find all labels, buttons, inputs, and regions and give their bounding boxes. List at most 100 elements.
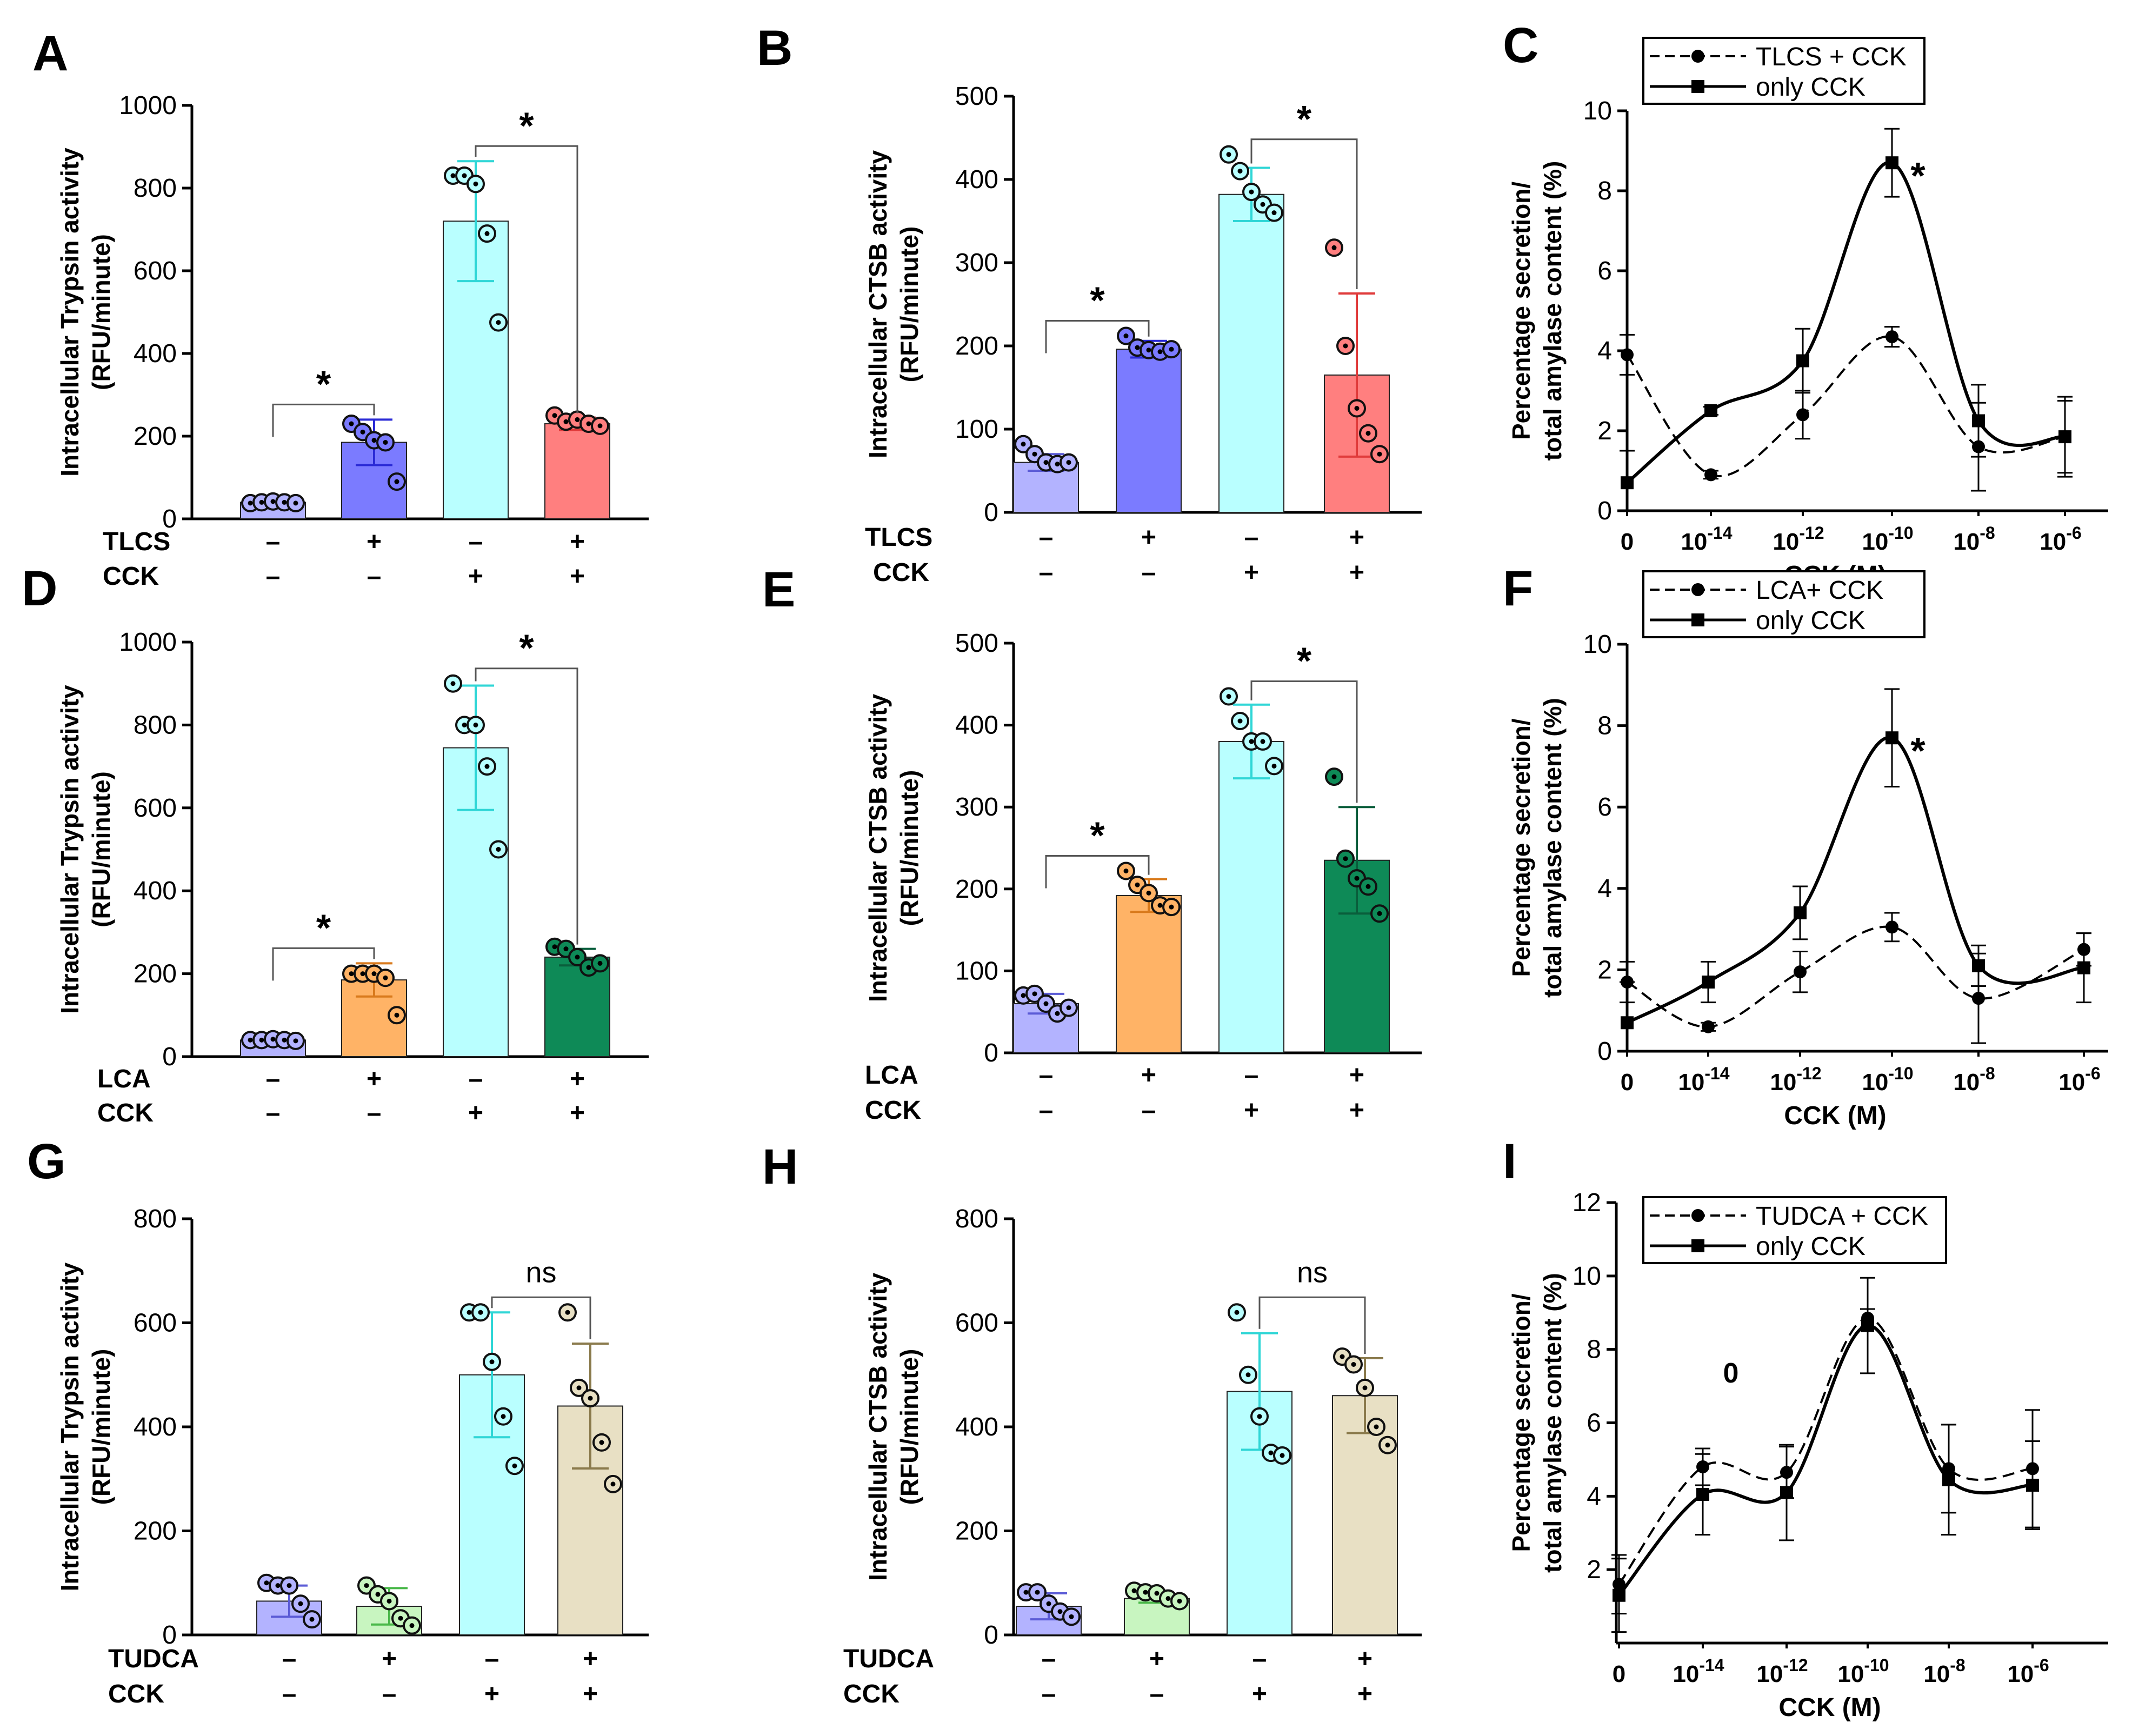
panel-letter: C: [1503, 18, 1538, 73]
y-tick-label: 500: [955, 82, 998, 111]
x-tick-label: 10-14: [1673, 1655, 1724, 1687]
significance-label: *: [1090, 279, 1105, 322]
data-point-center: [293, 1038, 298, 1044]
treatment-label: LCA: [97, 1065, 151, 1093]
data-point-center: [1331, 245, 1337, 250]
data-point-center: [599, 1440, 604, 1445]
legend-marker: [1691, 1209, 1704, 1222]
legend-label: only CCK: [1756, 606, 1866, 635]
data-point: [1972, 414, 1985, 428]
panel-h: H 0 200 400 600 800 Intracellular CTSB activit…: [762, 1139, 1422, 1708]
plus-sign: +: [382, 1645, 397, 1673]
data-point-center: [512, 1463, 517, 1468]
x-axis-label: CCK (M): [1778, 1693, 1881, 1722]
x-tick-label: 10-6: [2007, 1655, 2049, 1687]
x-tick-label: 10-14: [1678, 1064, 1729, 1096]
data-point-center: [462, 173, 467, 178]
y-tick-label: 500: [955, 629, 998, 658]
plus-sign: +: [583, 1645, 598, 1673]
y-tick-label: 400: [955, 711, 998, 740]
plus-sign: +: [468, 1099, 483, 1127]
data-point-center: [282, 1037, 287, 1043]
bar-tlcs-cck: [544, 423, 610, 519]
data-point: [1704, 404, 1717, 417]
data-point-center: [360, 971, 365, 977]
data-point-center: [1055, 1011, 1060, 1016]
x-tick-exponent: -10: [1888, 1064, 1913, 1083]
data-point-center: [1021, 442, 1026, 447]
y-axis-label: total amylase content (%): [1538, 1273, 1567, 1573]
plus-sign: +: [1141, 523, 1156, 552]
data-point-center: [1046, 1601, 1051, 1606]
bar-tlcs: [1116, 349, 1182, 513]
significance-label: *: [519, 627, 534, 669]
x-tick-exponent: -6: [2085, 1064, 2100, 1083]
data-point: [1796, 354, 1809, 368]
data-point-center: [588, 1396, 593, 1401]
significance-bracket: [272, 403, 375, 437]
y-tick-label: 6: [1597, 257, 1612, 285]
y-tick-label: 0: [1597, 497, 1612, 525]
plus-sign: +: [1149, 1645, 1164, 1673]
x-tick-label: 10-10: [1862, 523, 1913, 555]
plus-sign: +: [570, 1099, 585, 1127]
y-tick-label: 400: [134, 1413, 177, 1441]
data-point-center: [1057, 1609, 1063, 1614]
panel-letter: E: [762, 562, 795, 617]
panel-letter: H: [762, 1139, 798, 1194]
panel-letter: F: [1503, 561, 1533, 616]
data-point-center: [360, 429, 365, 435]
data-point-center: [1226, 694, 1231, 699]
y-tick-label: 600: [134, 1309, 177, 1338]
data-point-center: [576, 1385, 582, 1391]
data-point-center: [1055, 462, 1060, 467]
y-tick-label: 6: [1587, 1409, 1601, 1438]
annotation-label: *: [1910, 730, 1926, 772]
significance-label: *: [316, 363, 331, 405]
y-tick-label: 0: [984, 498, 998, 527]
data-point: [1794, 906, 1807, 919]
plus-sign: +: [1244, 558, 1259, 587]
treatment-label: CCK: [97, 1099, 154, 1127]
data-point-center: [264, 1580, 269, 1586]
panel-d: D 0 200 400 600 800 1000 Intracellular Trypsin …: [22, 561, 649, 1127]
minus-sign: –: [1042, 1680, 1056, 1708]
data-point-center: [496, 320, 501, 325]
y-axis-label: (RFU/minute): [895, 770, 923, 926]
plus-sign: +: [1357, 1645, 1373, 1673]
x-tick-base: 10: [1681, 529, 1707, 555]
minus-sign: –: [367, 1099, 382, 1127]
data-point-center: [501, 1414, 506, 1419]
y-tick-label: 800: [134, 174, 177, 203]
treatment-label: CCK: [103, 562, 159, 591]
treatment-label: CCK: [873, 558, 929, 587]
data-point-center: [1249, 189, 1254, 195]
significance-label: ns: [525, 1256, 556, 1288]
panel-f: F 0 2 4 6 8 10 Percentage secretion/total amyla…: [1503, 561, 2108, 1130]
data-point-center: [1374, 1424, 1379, 1430]
data-point: [2026, 1478, 2039, 1492]
minus-sign: –: [1244, 523, 1259, 552]
data-point-center: [1377, 451, 1382, 457]
data-point-center: [450, 681, 456, 686]
series-line-treatment: [1627, 925, 2084, 1028]
y-axis-label: total amylase content (%): [1538, 161, 1567, 461]
data-point-center: [489, 1359, 495, 1365]
data-point-center: [1271, 210, 1277, 216]
panel-letter: B: [757, 21, 792, 76]
data-point: [1796, 408, 1809, 422]
y-tick-label: 200: [134, 960, 177, 989]
y-axis-label: Percentage secretion/: [1507, 718, 1535, 977]
y-tick-label: 600: [134, 257, 177, 285]
x-tick-label: 10-10: [1837, 1655, 1889, 1687]
data-point-center: [1143, 1590, 1148, 1595]
x-tick-base: 10: [1773, 529, 1799, 555]
data-point: [1696, 1487, 1709, 1501]
data-point-center: [1385, 1443, 1390, 1448]
data-point-center: [575, 417, 580, 422]
legend-label: LCA+ CCK: [1756, 576, 1883, 605]
data-point-center: [1280, 1453, 1285, 1458]
y-tick-label: 0: [1597, 1037, 1612, 1066]
plus-sign: +: [1357, 1680, 1373, 1708]
legend-marker: [1691, 80, 1704, 93]
